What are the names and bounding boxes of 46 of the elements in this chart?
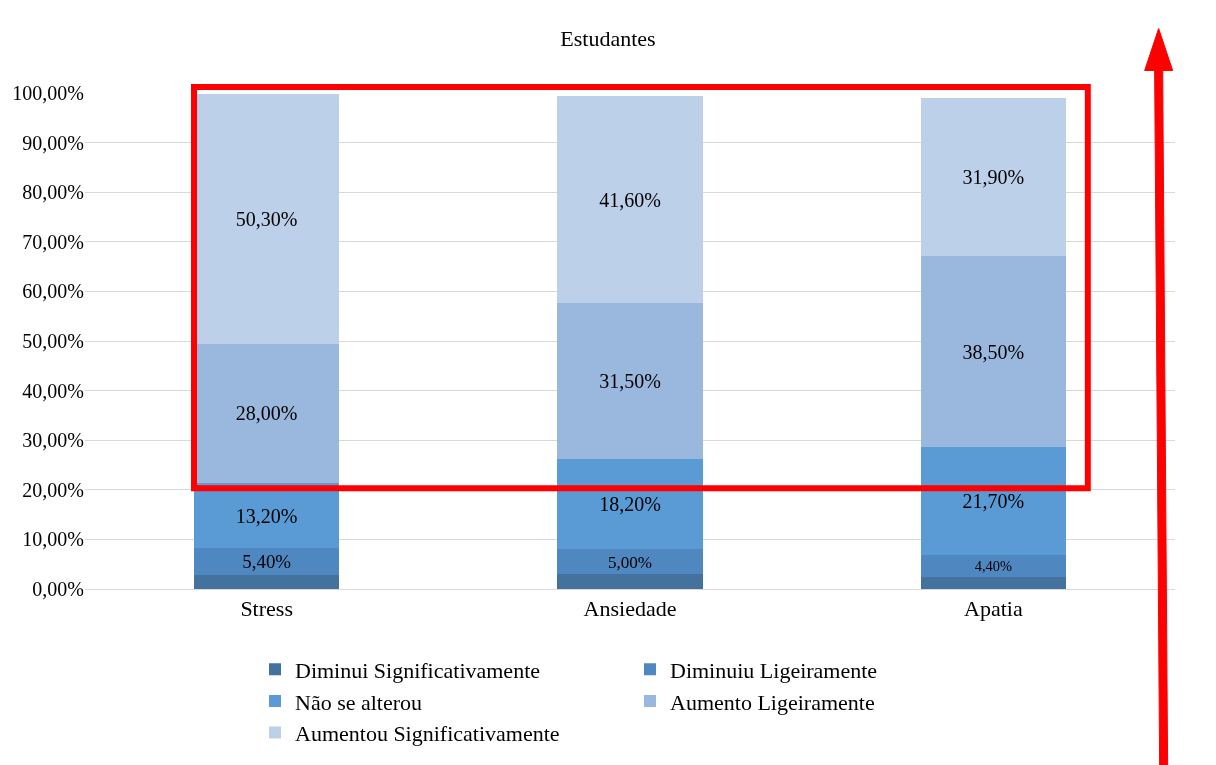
- bar: [920, 256, 1066, 448]
- data-label: 50,30%: [235, 208, 298, 231]
- legend-label: Diminui Significativamente: [295, 657, 541, 683]
- bar: [920, 447, 1066, 555]
- bar: [194, 343, 340, 483]
- data-label: 13,20%: [235, 504, 298, 527]
- bar: [557, 549, 703, 575]
- y-tick-label: 0,00%: [32, 578, 84, 600]
- data-label: 28,00%: [235, 402, 298, 425]
- y-tick-label: 10,00%: [22, 528, 84, 551]
- y-tick-label: 70,00%: [22, 230, 84, 253]
- data-label: 38,50%: [962, 340, 1025, 363]
- bar: [194, 548, 340, 576]
- bar: [557, 574, 703, 589]
- bar: [557, 96, 703, 303]
- bar: [557, 302, 703, 460]
- x-tick-label: Stress: [240, 596, 293, 622]
- data-label: 4,40%: [974, 557, 1012, 574]
- y-tick-label: 100,00%: [12, 82, 84, 104]
- data-label: 18,20%: [599, 493, 661, 516]
- legend-label: Aumentou Significativamente: [295, 721, 560, 747]
- legend-label: Diminuiu Ligeiramente: [670, 657, 878, 683]
- bar: [920, 576, 1066, 589]
- bar: [557, 459, 703, 550]
- data-label: 5,40%: [242, 551, 292, 573]
- data-label: 31,50%: [599, 369, 661, 392]
- data-label: 21,70%: [962, 489, 1025, 512]
- y-tick-label: 20,00%: [22, 478, 84, 501]
- y-tick-label: 60,00%: [22, 280, 84, 303]
- data-label: 5,00%: [607, 552, 653, 572]
- bar: [194, 94, 340, 344]
- y-tick-label: 90,00%: [22, 131, 84, 154]
- data-label: 31,90%: [962, 166, 1025, 189]
- y-tick-label: 80,00%: [22, 181, 84, 204]
- x-tick-label: Apatia: [964, 596, 1023, 622]
- y-tick-label: 30,00%: [22, 429, 84, 452]
- chart-title: Estudantes: [560, 26, 656, 51]
- bar: [194, 575, 340, 589]
- bar: [920, 554, 1066, 577]
- x-tick-label: Ansiedade: [583, 596, 677, 622]
- legend-label: Aumento Ligeiramente: [670, 689, 875, 715]
- legend-label: Não se alterou: [295, 689, 423, 715]
- data-label: 41,60%: [599, 188, 661, 211]
- y-tick-label: 50,00%: [22, 330, 84, 352]
- bar: [920, 97, 1066, 257]
- y-tick-label: 40,00%: [22, 379, 84, 402]
